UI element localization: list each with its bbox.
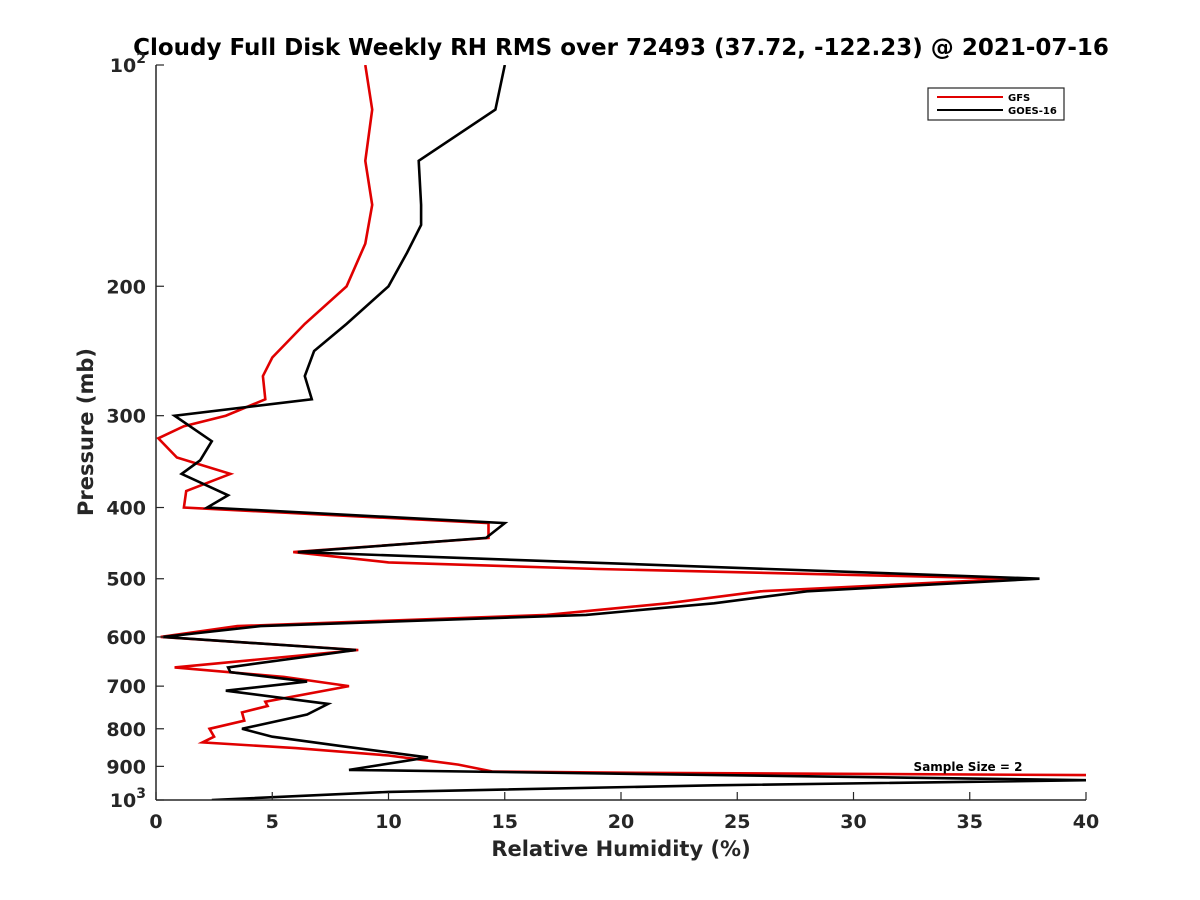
y-tick-label: 900 xyxy=(106,756,146,778)
legend-label-goes16: GOES-16 xyxy=(1008,106,1057,117)
y-tick-label: 400 xyxy=(106,498,146,520)
chart-title: Cloudy Full Disk Weekly RH RMS over 7249… xyxy=(133,35,1109,61)
sample-size-annotation: Sample Size = 2 xyxy=(914,760,1023,774)
x-tick-label: 15 xyxy=(492,811,518,833)
legend: GFS GOES-16 xyxy=(927,87,1065,121)
x-tick-label: 5 xyxy=(266,811,279,833)
x-tick-label: 40 xyxy=(1073,811,1099,833)
y-tick-label: 300 xyxy=(106,406,146,428)
x-tick-label: 0 xyxy=(149,811,162,833)
legend-box xyxy=(927,87,1065,121)
y-tick-label: 200 xyxy=(106,276,146,298)
x-ticks: 0 5 10 15 20 25 30 35 40 xyxy=(149,792,1099,833)
x-tick-label: 30 xyxy=(840,811,866,833)
y-ticks: 102 200 300 400 500 600 700 800 900 103 xyxy=(106,51,164,812)
legend-label-gfs: GFS xyxy=(1008,93,1030,104)
series-line-goes16 xyxy=(162,65,1086,800)
series-layer xyxy=(156,65,1086,800)
y-tick-label: 700 xyxy=(106,676,146,698)
x-tick-label: 35 xyxy=(957,811,983,833)
y-tick-label: 800 xyxy=(106,719,146,741)
y-tick-label: 103 xyxy=(110,786,146,812)
x-tick-label: 20 xyxy=(608,811,634,833)
y-tick-label: 102 xyxy=(110,51,146,77)
y-tick-label: 600 xyxy=(106,627,146,649)
x-axis-label: Relative Humidity (%) xyxy=(491,837,750,861)
y-tick-label: 500 xyxy=(106,569,146,591)
x-tick-label: 25 xyxy=(724,811,750,833)
y-axis-label: Pressure (mb) xyxy=(74,348,98,516)
x-tick-label: 10 xyxy=(375,811,401,833)
